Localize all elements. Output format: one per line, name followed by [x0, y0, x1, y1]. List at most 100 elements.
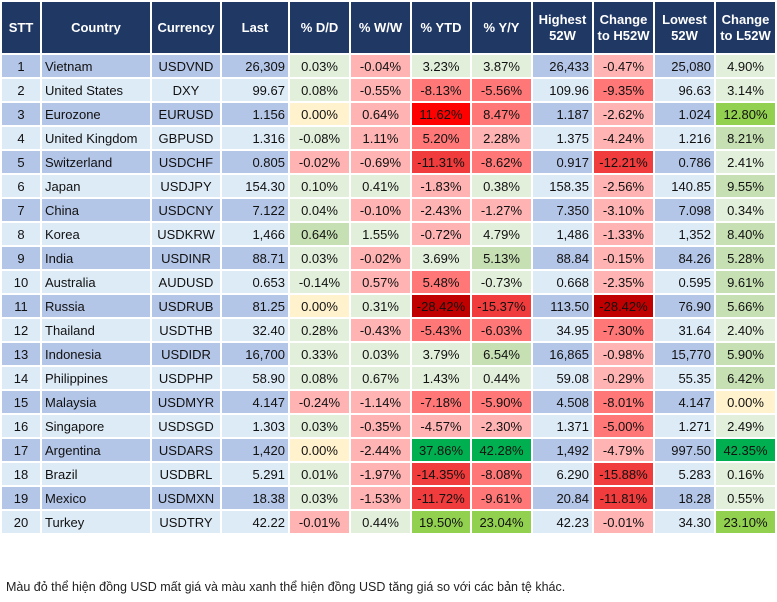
cell-dd: 0.03%	[288, 413, 351, 439]
cell-country: Indonesia	[40, 341, 152, 367]
cell-low: 5.283	[653, 461, 716, 487]
cell-currency: USDRUB	[150, 293, 222, 319]
table-body: 1 Vietnam USDVND 26,309 0.03% -0.04% 3.23% 3.87…	[0, 53, 777, 535]
cell-yy: -1.27%	[470, 197, 533, 223]
table-row: 15 Malaysia USDMYR 4.147 -0.24% -1.14% -7.18% -…	[0, 389, 777, 415]
cell-ww: -1.97%	[349, 461, 412, 487]
header-stt: STT	[0, 0, 42, 55]
cell-dd: 0.00%	[288, 101, 351, 127]
header-change-l52w: Change to L52W	[714, 0, 777, 55]
cell-ww: -0.69%	[349, 149, 412, 175]
cell-yy: 2.28%	[470, 125, 533, 151]
header-change-h52w: Change to H52W	[592, 0, 655, 55]
cell-dd: 0.01%	[288, 461, 351, 487]
cell-chh: -2.35%	[592, 269, 655, 295]
cell-yy: 8.47%	[470, 101, 533, 127]
cell-chh: -5.00%	[592, 413, 655, 439]
cell-chl: 2.41%	[714, 149, 777, 175]
cell-stt: 11	[0, 293, 42, 319]
cell-ytd: -11.72%	[410, 485, 472, 511]
header-dd: % D/D	[288, 0, 351, 55]
cell-high: 4.508	[531, 389, 594, 415]
cell-high: 42.23	[531, 509, 594, 535]
cell-currency: GBPUSD	[150, 125, 222, 151]
cell-stt: 9	[0, 245, 42, 271]
cell-chl: 0.34%	[714, 197, 777, 223]
cell-chl: 12.80%	[714, 101, 777, 127]
cell-currency: DXY	[150, 77, 222, 103]
cell-yy: 0.44%	[470, 365, 533, 391]
table-row: 8 Korea USDKRW 1,466 0.64% 1.55% -0.72% 4.79% 1,…	[0, 221, 777, 247]
cell-dd: 0.28%	[288, 317, 351, 343]
cell-country: Philippines	[40, 365, 152, 391]
cell-high: 1.371	[531, 413, 594, 439]
cell-currency: USDBRL	[150, 461, 222, 487]
cell-yy: -2.30%	[470, 413, 533, 439]
cell-country: Mexico	[40, 485, 152, 511]
cell-high: 20.84	[531, 485, 594, 511]
cell-country: China	[40, 197, 152, 223]
cell-country: Eurozone	[40, 101, 152, 127]
cell-chl: 42.35%	[714, 437, 777, 463]
cell-ytd: -7.18%	[410, 389, 472, 415]
cell-currency: USDMXN	[150, 485, 222, 511]
cell-yy: 4.79%	[470, 221, 533, 247]
table-row: 2 United States DXY 99.67 0.08% -0.55% -8.13% -…	[0, 77, 777, 103]
cell-high: 113.50	[531, 293, 594, 319]
cell-dd: 0.00%	[288, 437, 351, 463]
cell-ww: -0.10%	[349, 197, 412, 223]
cell-ww: 0.03%	[349, 341, 412, 367]
table-row: 16 Singapore USDSGD 1.303 0.03% -0.35% -4.57% -…	[0, 413, 777, 439]
cell-chh: -3.10%	[592, 197, 655, 223]
cell-ytd: -0.72%	[410, 221, 472, 247]
cell-high: 6.290	[531, 461, 594, 487]
cell-ytd: -5.43%	[410, 317, 472, 343]
cell-last: 1.303	[220, 413, 290, 439]
table-row: 7 China USDCNY 7.122 0.04% -0.10% -2.43% -1.27%…	[0, 197, 777, 223]
cell-dd: 0.03%	[288, 53, 351, 79]
cell-last: 5.291	[220, 461, 290, 487]
cell-last: 32.40	[220, 317, 290, 343]
cell-dd: 0.64%	[288, 221, 351, 247]
cell-chl: 8.40%	[714, 221, 777, 247]
cell-yy: -5.90%	[470, 389, 533, 415]
cell-country: India	[40, 245, 152, 271]
cell-chh: -0.47%	[592, 53, 655, 79]
cell-ytd: 3.69%	[410, 245, 472, 271]
cell-chl: 3.14%	[714, 77, 777, 103]
cell-chh: -0.29%	[592, 365, 655, 391]
cell-dd: 0.10%	[288, 173, 351, 199]
cell-stt: 18	[0, 461, 42, 487]
cell-dd: 0.03%	[288, 485, 351, 511]
cell-ww: 1.11%	[349, 125, 412, 151]
cell-chh: -8.01%	[592, 389, 655, 415]
cell-chh: -0.98%	[592, 341, 655, 367]
cell-currency: EURUSD	[150, 101, 222, 127]
cell-chl: 9.55%	[714, 173, 777, 199]
cell-stt: 10	[0, 269, 42, 295]
header-row: STT Country Currency Last % D/D % W/W % …	[0, 0, 777, 55]
cell-yy: -9.61%	[470, 485, 533, 511]
currency-table: STT Country Currency Last % D/D % W/W % …	[0, 0, 777, 535]
table-row: 4 United Kingdom GBPUSD 1.316 -0.08% 1.11% 5.2…	[0, 125, 777, 151]
cell-country: Russia	[40, 293, 152, 319]
cell-low: 1.024	[653, 101, 716, 127]
cell-low: 84.26	[653, 245, 716, 271]
cell-ww: 1.55%	[349, 221, 412, 247]
cell-currency: USDSGD	[150, 413, 222, 439]
cell-high: 59.08	[531, 365, 594, 391]
cell-ww: 0.64%	[349, 101, 412, 127]
cell-dd: 0.04%	[288, 197, 351, 223]
cell-stt: 7	[0, 197, 42, 223]
cell-ww: -1.14%	[349, 389, 412, 415]
cell-ytd: 5.48%	[410, 269, 472, 295]
cell-stt: 12	[0, 317, 42, 343]
cell-ytd: 5.20%	[410, 125, 472, 151]
cell-country: Malaysia	[40, 389, 152, 415]
cell-chh: -1.33%	[592, 221, 655, 247]
cell-chl: 5.90%	[714, 341, 777, 367]
cell-currency: USDINR	[150, 245, 222, 271]
cell-stt: 4	[0, 125, 42, 151]
cell-last: 1,466	[220, 221, 290, 247]
cell-chl: 5.28%	[714, 245, 777, 271]
